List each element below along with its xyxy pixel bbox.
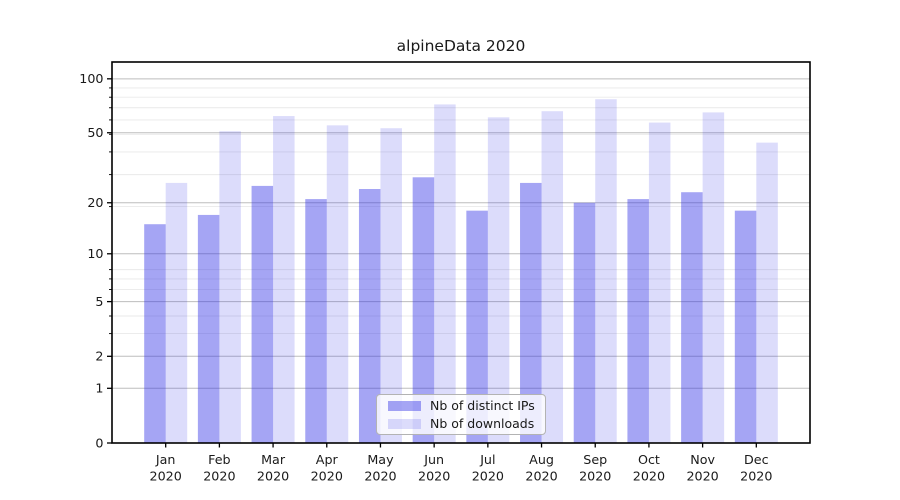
- legend-swatch-downloads: [388, 418, 421, 429]
- bar-downloads-dec: [756, 142, 778, 443]
- bar-distinct-ips-jun: [412, 177, 435, 443]
- x-tick-label-year-jul: 2020: [472, 469, 504, 484]
- bar-downloads-mar: [273, 116, 295, 443]
- x-tick-label-year-jan: 2020: [150, 469, 182, 484]
- legend-label-downloads: Nb of downloads: [430, 416, 535, 431]
- bar-distinct-ips-feb: [197, 214, 220, 443]
- x-tick-label-month-may: May: [367, 452, 394, 467]
- x-tick-label-month-nov: Nov: [690, 452, 715, 467]
- bar-downloads-apr: [326, 125, 349, 444]
- x-tick-label-year-feb: 2020: [203, 469, 235, 484]
- x-tick-label-month-jul: Jul: [479, 452, 495, 467]
- x-tick-label-year-apr: 2020: [311, 469, 343, 484]
- x-tick-label-year-sep: 2020: [579, 469, 611, 484]
- x-tick-label-year-jun: 2020: [418, 469, 450, 484]
- bar-distinct-ips-jan: [144, 224, 166, 443]
- bar-downloads-nov: [702, 112, 725, 443]
- x-tick-label-month-jun: Jun: [423, 452, 444, 467]
- axis-spines: [111, 61, 811, 444]
- bar-downloads-jul: [487, 117, 510, 443]
- y-tick-label-5: 5: [95, 294, 103, 309]
- bar-distinct-ips-dec: [734, 210, 757, 443]
- x-tick-label-year-dec: 2020: [740, 469, 772, 484]
- x-tick-label-year-aug: 2020: [525, 469, 557, 484]
- chart-title: alpineData 2020: [396, 37, 526, 55]
- bar-distinct-ips-nov: [681, 192, 703, 443]
- y-tick-label-20: 20: [87, 195, 103, 210]
- y-tick-label-100: 100: [79, 71, 103, 86]
- y-tick-label-10: 10: [87, 246, 103, 261]
- bar-downloads-may: [380, 128, 402, 443]
- legend-item-distinct-ips: Nb of distinct IPs: [388, 398, 537, 413]
- x-tick-label-month-feb: Feb: [208, 452, 230, 467]
- x-tick-label-month-sep: Sep: [583, 452, 607, 467]
- bar-downloads-feb: [219, 131, 241, 444]
- y-tick-label-2: 2: [95, 349, 103, 364]
- bar-downloads-sep: [595, 99, 617, 444]
- bar-distinct-ips-oct: [627, 199, 649, 443]
- legend-label-distinct-ips: Nb of distinct IPs: [430, 398, 535, 413]
- bar-distinct-ips-mar: [251, 185, 274, 444]
- x-tick-label-year-mar: 2020: [257, 469, 289, 484]
- legend-swatch-distinct-ips: [388, 400, 421, 411]
- bar-distinct-ips-apr: [305, 199, 327, 443]
- legend: Nb of distinct IPs Nb of downloads: [376, 394, 546, 435]
- bar-distinct-ips-may: [358, 189, 381, 443]
- x-tick-label-year-nov: 2020: [686, 469, 718, 484]
- x-tick-label-month-apr: Apr: [316, 452, 339, 467]
- bar-downloads-aug: [541, 111, 564, 443]
- y-tick-label-50: 50: [87, 125, 103, 140]
- x-tick-label-month-oct: Oct: [638, 452, 660, 467]
- y-tick-label-1: 1: [95, 381, 103, 396]
- x-tick-label-year-may: 2020: [364, 469, 396, 484]
- bar-distinct-ips-jul: [466, 210, 488, 443]
- x-tick-label-year-oct: 2020: [633, 469, 665, 484]
- bar-distinct-ips-sep: [573, 202, 596, 443]
- y-tick-label-0: 0: [95, 435, 103, 450]
- x-tick-label-month-jan: Jan: [155, 452, 176, 467]
- bar-downloads-jun: [434, 104, 456, 443]
- bar-downloads-jan: [165, 182, 188, 443]
- bar-distinct-ips-aug: [520, 182, 542, 443]
- x-tick-label-month-aug: Aug: [529, 452, 554, 467]
- x-tick-label-month-dec: Dec: [744, 452, 769, 467]
- legend-item-downloads: Nb of downloads: [388, 416, 537, 431]
- bar-downloads-oct: [648, 122, 671, 444]
- x-tick-label-month-mar: Mar: [261, 452, 286, 467]
